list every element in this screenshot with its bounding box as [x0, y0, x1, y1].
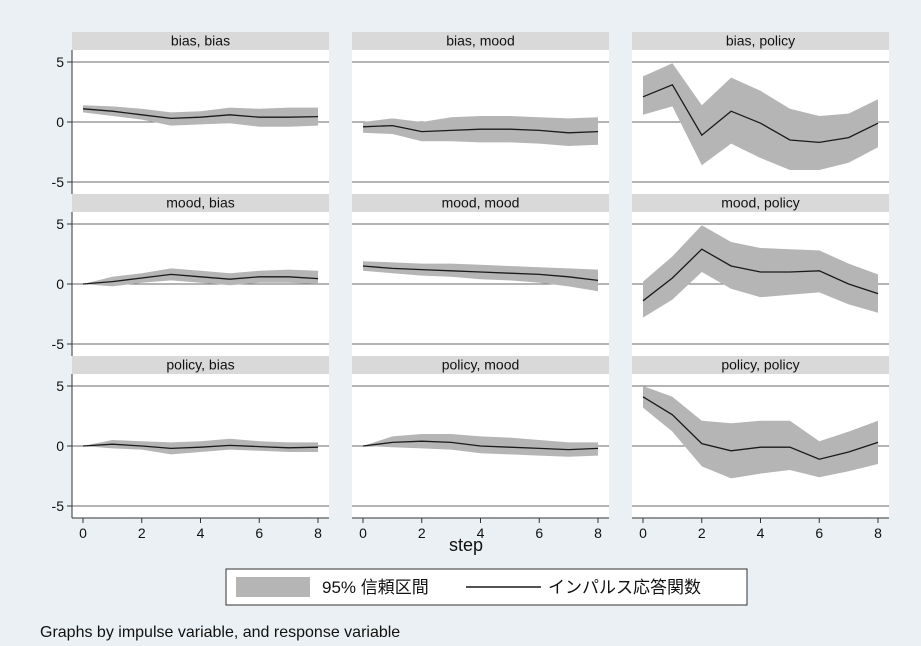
legend-band-swatch	[236, 577, 310, 597]
y-tick-label: -5	[52, 174, 65, 190]
x-tick-label: 6	[815, 525, 823, 541]
legend-band-label: 95% 信頼区間	[322, 578, 429, 597]
legend-line-label: インパルス応答関数	[548, 578, 701, 597]
panels-group: bias, bias -5 0 5 bias, mood bias, policy mood…	[52, 32, 889, 541]
confidence-band	[363, 261, 598, 292]
panel-header	[72, 194, 329, 212]
irf-line	[82, 108, 319, 120]
panel-title: bias, policy	[726, 33, 795, 49]
panel-title: mood, policy	[721, 195, 800, 211]
panel-header	[352, 32, 609, 50]
panel-title: policy, mood	[442, 357, 520, 373]
panel: policy, mood 0 2 4 6 8	[352, 356, 609, 541]
irf-line	[362, 440, 599, 451]
confidence-band	[363, 116, 598, 146]
panel: mood, bias -5 0 5	[52, 194, 329, 356]
x-tick-label: 0	[79, 525, 87, 541]
x-tick-label: 2	[418, 525, 426, 541]
irf-line	[642, 396, 879, 460]
panel: bias, policy	[632, 32, 889, 194]
panel-title: mood, mood	[442, 195, 520, 211]
irf-line	[82, 443, 319, 450]
panel: policy, policy 0 2 4 6 8	[632, 356, 889, 541]
confidence-band	[643, 63, 878, 171]
y-tick-label: -5	[52, 498, 65, 514]
panel-header	[72, 356, 329, 374]
panel: bias, mood	[352, 32, 609, 194]
x-tick-label: 6	[535, 525, 543, 541]
x-tick-label: 0	[639, 525, 647, 541]
panel-title: bias, mood	[446, 33, 514, 49]
x-tick-label: 4	[757, 525, 765, 541]
panel-header	[632, 356, 889, 374]
panel: mood, policy	[632, 194, 889, 356]
panel-header	[352, 356, 609, 374]
y-tick-label: 0	[56, 276, 64, 292]
confidence-band	[83, 105, 318, 127]
x-tick-label: 2	[138, 525, 146, 541]
panel-header	[632, 194, 889, 212]
x-tick-label: 0	[359, 525, 367, 541]
panel-header	[632, 32, 889, 50]
irf-line	[82, 273, 319, 285]
y-tick-label: 0	[56, 114, 64, 130]
panel: policy, bias -5 0 5 0 2 4 6 8	[52, 356, 329, 541]
x-tick-label: 6	[255, 525, 263, 541]
panel-title: mood, bias	[166, 195, 234, 211]
panel-header	[72, 32, 329, 50]
x-tick-label: 4	[477, 525, 485, 541]
confidence-band	[643, 386, 878, 479]
x-tick-label: 4	[197, 525, 205, 541]
panel-header	[352, 194, 609, 212]
y-tick-label: 5	[56, 216, 64, 232]
panel: bias, bias -5 0 5	[52, 32, 329, 194]
x-tick-label: 2	[698, 525, 706, 541]
legend: 95% 信頼区間 インパルス応答関数	[225, 568, 748, 606]
irf-line	[362, 265, 599, 282]
x-tick-label: 8	[874, 525, 882, 541]
y-tick-label: -5	[52, 336, 65, 352]
y-tick-label: 0	[56, 438, 64, 454]
irf-line	[362, 124, 599, 134]
irf-line	[642, 83, 879, 144]
panel-title: policy, bias	[166, 357, 234, 373]
panel-title: policy, policy	[721, 357, 799, 373]
y-tick-label: 5	[56, 54, 64, 70]
x-axis-label: step	[449, 535, 483, 555]
graph-note: Graphs by impulse variable, and response…	[40, 624, 400, 641]
panel-title: bias, bias	[171, 33, 230, 49]
x-tick-label: 8	[594, 525, 602, 541]
irf-line	[642, 248, 879, 302]
panel: mood, mood	[352, 194, 609, 356]
x-tick-label: 8	[314, 525, 322, 541]
y-tick-label: 5	[56, 378, 64, 394]
